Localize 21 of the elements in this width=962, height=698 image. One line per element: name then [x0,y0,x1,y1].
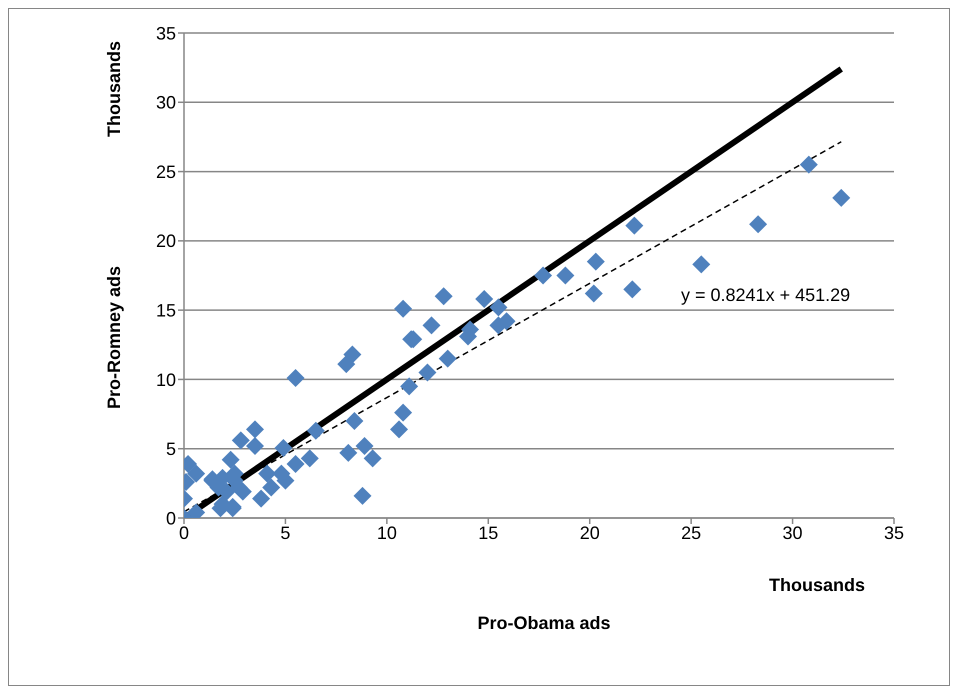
y-tick-label: 25 [156,162,176,182]
y-tick-label: 20 [156,231,176,252]
x-tick-label: 15 [478,522,498,543]
annotation: y = 0.8241x + 451.29 [681,285,850,306]
y-axis-title: Pro-Romney ads [104,266,125,409]
x-tick-label: 5 [280,522,290,543]
x-tick-label: 10 [376,522,397,543]
y-tick-label: 35 [156,23,176,44]
x-tick-label: 25 [681,522,702,543]
y-tick-label: 15 [156,300,176,321]
y-tick-label: 5 [166,439,176,460]
x-axis-title: Pro-Obama ads [476,613,612,634]
y-tick-label: 10 [156,370,176,390]
text: Thousands [769,575,866,596]
x-tick-label: 0 [178,522,190,543]
text: Thousands [104,40,125,137]
y-tick-label: 0 [166,508,176,528]
x-tick-label: 35 [884,522,904,543]
x-tick-label: 30 [782,522,803,543]
y-tick-label: 30 [156,92,176,113]
x-tick-label: 20 [580,522,600,543]
